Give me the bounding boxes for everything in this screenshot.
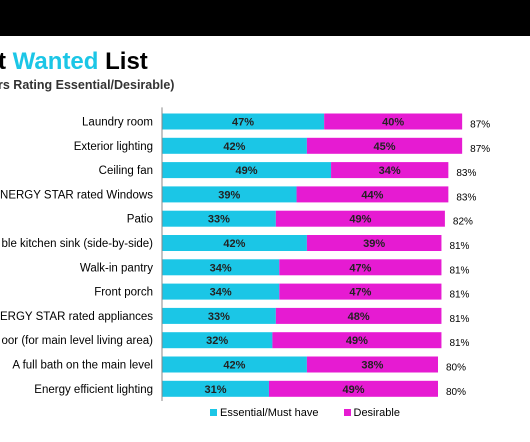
total-label: 81% <box>449 338 469 349</box>
data-label-desirable: 49% <box>342 384 364 396</box>
chart-subtitle: rs Rating Essential/Desirable) <box>0 78 175 92</box>
category-label: Ceiling fan <box>99 165 153 177</box>
bar-desirable <box>306 235 442 251</box>
bar-desirable <box>272 332 442 349</box>
data-label-desirable: 39% <box>363 238 385 250</box>
bar-desirable <box>306 356 438 373</box>
total-label: 81% <box>449 290 469 301</box>
data-label-desirable: 49% <box>349 214 371 226</box>
category-label: Walk-in pantry <box>80 262 153 274</box>
total-label: 81% <box>449 314 469 325</box>
bar-desirable <box>331 162 449 179</box>
data-label-desirable: 47% <box>349 262 371 274</box>
data-label-essential: 34% <box>210 262 232 274</box>
data-label-desirable: 40% <box>382 117 404 129</box>
bar-essential <box>162 235 307 251</box>
data-label-essential: 47% <box>232 117 254 129</box>
total-label: 81% <box>449 265 469 276</box>
bar-essential <box>162 186 297 203</box>
data-label-essential: 33% <box>208 214 230 226</box>
data-label-essential: 39% <box>218 189 240 201</box>
data-label-desirable: 49% <box>346 335 368 347</box>
category-label: A full bath on the main level <box>12 360 153 372</box>
total-label: 83% <box>456 168 476 179</box>
data-label-desirable: 44% <box>361 189 383 201</box>
data-label-desirable: 48% <box>348 311 370 323</box>
legend-swatch-desirable <box>343 409 351 416</box>
data-label-essential: 31% <box>204 384 226 396</box>
title-part-1: t <box>0 48 6 75</box>
category-label: Exterior lighting <box>74 141 153 153</box>
data-label-desirable: 45% <box>374 141 396 153</box>
bar-desirable <box>324 113 463 130</box>
bar-essential <box>162 380 269 397</box>
data-label-desirable: 38% <box>361 360 383 372</box>
total-label: 82% <box>453 217 473 228</box>
total-label: 87% <box>470 120 490 131</box>
category-label: Energy efficient lighting <box>34 384 153 396</box>
bar-desirable <box>279 259 442 276</box>
category-label: NERGY STAR rated Windows <box>0 189 153 201</box>
total-label: 80% <box>446 387 466 398</box>
bar-desirable <box>296 186 449 203</box>
legend-item-essential: Essential/Must have <box>210 407 318 419</box>
total-label: 83% <box>456 192 476 203</box>
title-part-2: List <box>98 48 148 75</box>
bar-essential <box>162 210 276 227</box>
data-label-essential: 49% <box>236 165 258 177</box>
category-label: Laundry room <box>82 117 153 129</box>
legend-label-desirable: Desirable <box>353 407 400 419</box>
legend-swatch-essential <box>210 409 217 416</box>
bar-essential <box>162 332 273 349</box>
bar-desirable <box>275 210 445 227</box>
data-label-essential: 42% <box>223 360 245 372</box>
legend-item-desirable: Desirable <box>343 407 400 419</box>
data-label-essential: 33% <box>208 311 230 323</box>
category-label: ble kitchen sink (side-by-side) <box>2 238 154 250</box>
data-label-desirable: 47% <box>349 287 371 299</box>
category-label: ERGY STAR rated appliances <box>0 311 153 323</box>
bar-desirable <box>268 380 438 397</box>
category-label: Patio <box>127 214 153 226</box>
total-label: 81% <box>449 241 469 252</box>
legend: Essential/Must have Desirable <box>210 407 422 419</box>
data-label-essential: 42% <box>223 238 245 250</box>
data-label-desirable: 34% <box>379 165 401 177</box>
legend-label-essential: Essential/Must have <box>220 407 319 419</box>
total-label: 80% <box>446 363 466 374</box>
bar-essential <box>162 162 332 179</box>
bar-desirable <box>279 283 442 300</box>
bar-essential <box>162 307 276 324</box>
data-label-essential: 32% <box>206 335 228 347</box>
bar-essential <box>162 259 280 276</box>
chart-title: t Wanted List <box>0 48 148 76</box>
category-label: oor (for main level living area) <box>2 335 154 347</box>
bar-essential <box>162 137 307 154</box>
top-black-bar <box>0 0 530 36</box>
bar-essential <box>162 283 280 300</box>
bar-desirable <box>306 137 463 154</box>
bar-essential <box>162 356 307 373</box>
data-label-essential: 34% <box>210 287 232 299</box>
bar-essential <box>162 113 325 130</box>
bar-desirable <box>275 307 442 324</box>
category-label: Front porch <box>94 287 153 299</box>
total-label: 87% <box>470 144 490 155</box>
data-label-essential: 42% <box>223 141 245 153</box>
title-accent-word: Wanted <box>12 48 99 75</box>
